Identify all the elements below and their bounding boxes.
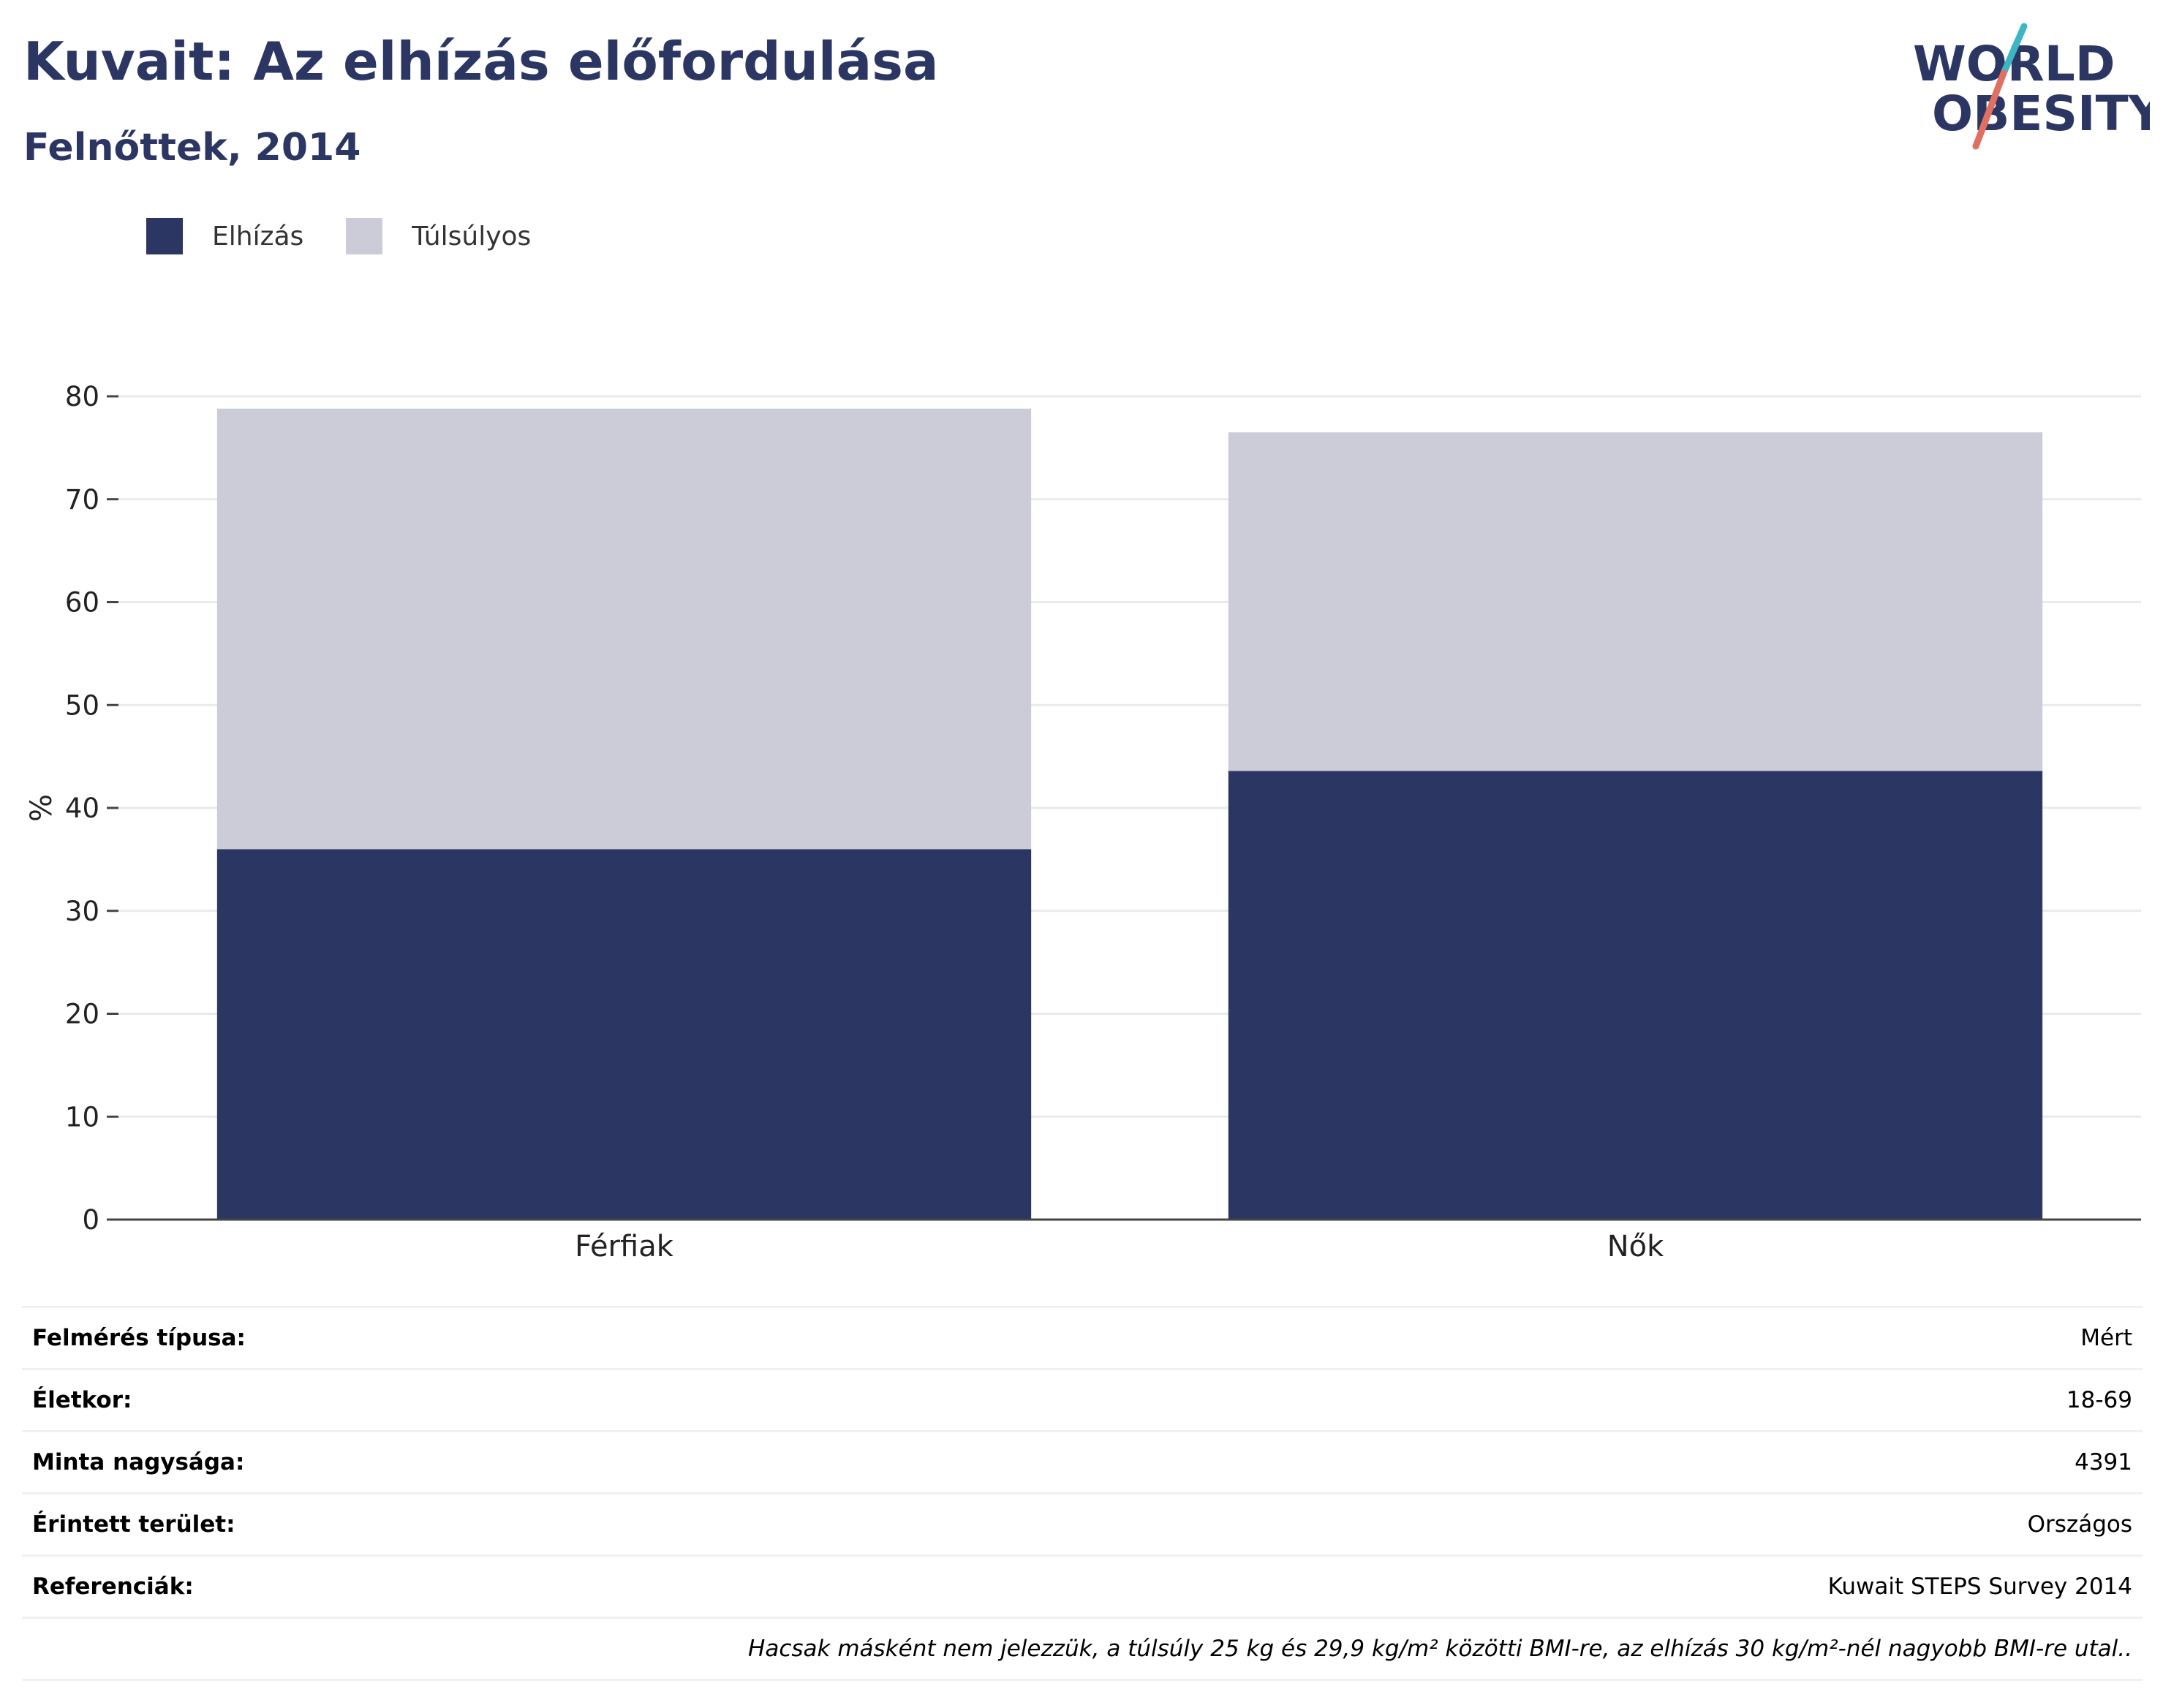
y-tick-label: 50 bbox=[65, 689, 99, 721]
y-tick-label: 0 bbox=[82, 1204, 99, 1236]
chart-legend: Elhízás Túlsúlyos bbox=[146, 216, 573, 256]
info-value: Mért bbox=[909, 1306, 2143, 1369]
y-tick-label: 60 bbox=[65, 587, 99, 619]
logo-accent-teal bbox=[2000, 23, 2028, 77]
y-tick-label: 40 bbox=[65, 793, 99, 824]
stacked-bar-chart: 0 10 20 30 40 50 60 70 80% Férfiak Nők bbox=[25, 381, 2141, 1263]
info-row-area: Érintett terület: Országos bbox=[22, 1492, 2143, 1556]
info-row-age: Életkor: 18-69 bbox=[22, 1368, 2143, 1432]
info-row-sample-size: Minta nagysága: 4391 bbox=[22, 1430, 2143, 1494]
info-row-references: Referenciák: Kuwait STEPS Survey 2014 bbox=[22, 1554, 2143, 1618]
chart-title: Kuvait: Az elhízás előfordulása bbox=[23, 31, 939, 92]
logo-accent-coral bbox=[1972, 69, 2007, 150]
legend-label-elhizas: Elhízás bbox=[212, 221, 304, 252]
y-tick-label: 20 bbox=[65, 999, 99, 1030]
info-label: Érintett terület: bbox=[22, 1492, 910, 1556]
info-value: Kuwait STEPS Survey 2014 bbox=[909, 1554, 2143, 1618]
info-label: Referenciák: bbox=[22, 1554, 910, 1618]
legend-swatch-elhizas bbox=[146, 218, 183, 254]
legend-label-tulsulyos: Túlsúlyos bbox=[412, 221, 532, 252]
world-obesity-logo: WORLD OBESITY bbox=[1913, 23, 2150, 150]
y-tick-label: 10 bbox=[65, 1101, 99, 1133]
x-tick-label: Férfiak bbox=[575, 1230, 674, 1263]
info-row-survey-type: Felmérés típusa: Mért bbox=[22, 1306, 2143, 1369]
bar-elhizas-1 bbox=[1228, 771, 2043, 1220]
logo-line-obesity: OBESITY bbox=[1932, 86, 2150, 142]
bar-elhizas-0 bbox=[216, 849, 1032, 1220]
info-label: Minta nagysága: bbox=[22, 1430, 910, 1494]
footnote: Hacsak másként nem jelezzük, a túlsúly 2… bbox=[22, 1617, 2143, 1681]
x-tick-label: Nők bbox=[1607, 1230, 1664, 1263]
y-tick-label: 30 bbox=[65, 896, 99, 927]
y-tick-label: 80 bbox=[65, 381, 99, 412]
legend-item-tulsulyos[interactable]: Túlsúlyos bbox=[346, 218, 531, 254]
info-label: Életkor: bbox=[22, 1368, 910, 1432]
bar-tulsulyos-0 bbox=[216, 408, 1032, 850]
info-value: 4391 bbox=[909, 1430, 2143, 1494]
y-tick-label: 70 bbox=[65, 484, 99, 515]
legend-swatch-tulsulyos bbox=[346, 218, 383, 254]
legend-item-elhizas[interactable]: Elhízás bbox=[146, 218, 303, 254]
chart-subtitle: Felnőttek, 2014 bbox=[23, 126, 361, 170]
info-row-footnote: Hacsak másként nem jelezzük, a túlsúly 2… bbox=[22, 1617, 2143, 1681]
info-value: 18-69 bbox=[909, 1368, 2143, 1432]
bar-tulsulyos-1 bbox=[1228, 432, 2043, 771]
survey-info-table: Felmérés típusa: Mért Életkor: 18-69 Min… bbox=[22, 1306, 2143, 1681]
info-value: Országos bbox=[909, 1492, 2143, 1556]
y-axis-label: % bbox=[25, 794, 58, 822]
info-label: Felmérés típusa: bbox=[22, 1306, 910, 1369]
